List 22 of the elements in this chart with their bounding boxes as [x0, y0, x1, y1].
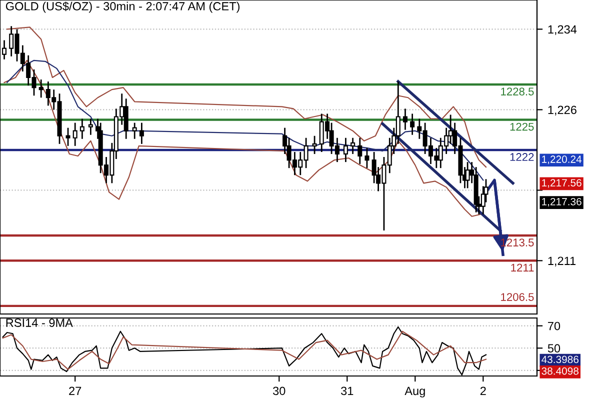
ref-line-label: 1225	[510, 122, 534, 131]
x-tick-label: Aug	[404, 386, 425, 398]
x-tick-label: 27	[69, 386, 82, 395]
ref-line-label: 1228.5	[501, 88, 534, 96]
x-tick-label: 2	[480, 386, 486, 395]
chart-title: GOLD (US$/OZ) - 30min - 2:07:47 AM (CET)	[6, 2, 240, 13]
x-tick-label: 31	[341, 386, 354, 396]
ref-line-label: 1206.5	[501, 293, 534, 301]
chart-title: RSI14 - 9MA	[6, 318, 73, 327]
y-tick-label: 1,226	[548, 106, 576, 116]
y-tick-label: 50	[548, 344, 560, 353]
x-tick-label: 30	[273, 386, 286, 396]
y-tick-label: 70	[548, 322, 560, 330]
text: 1,217.36	[542, 198, 582, 207]
y-tick-label: 1,211	[548, 256, 576, 266]
text: 43.3986	[542, 356, 578, 364]
ref-line-label: 1211	[511, 264, 534, 272]
text: 38.4098	[542, 367, 578, 375]
text: 1,220.24	[542, 156, 582, 164]
ref-line-label: 1222	[510, 153, 534, 161]
text: 1,217.56	[542, 179, 582, 188]
y-tick-label: 1,234	[548, 25, 577, 35]
